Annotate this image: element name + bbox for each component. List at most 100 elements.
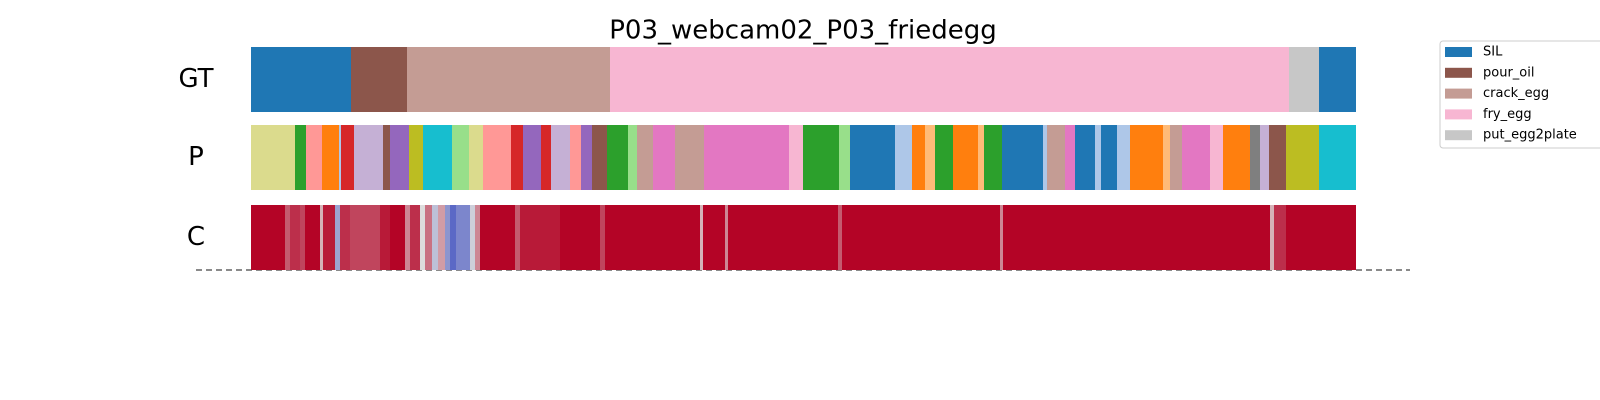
segment <box>592 125 607 190</box>
segment <box>1101 125 1117 190</box>
segment <box>895 125 912 190</box>
segment <box>1075 125 1095 190</box>
segment <box>912 125 925 190</box>
segment <box>1250 125 1260 190</box>
segment <box>953 125 978 190</box>
legend-box <box>1439 40 1600 149</box>
segment <box>1210 125 1223 190</box>
segment <box>704 125 789 190</box>
confidence-segment <box>445 205 450 270</box>
confidence-segment <box>475 205 480 270</box>
confidence-segment <box>420 205 425 270</box>
segment <box>383 125 390 190</box>
segment <box>850 125 895 190</box>
confidence-segment <box>605 205 700 270</box>
segment <box>339 125 341 190</box>
segment <box>469 125 483 190</box>
segment <box>251 47 351 112</box>
legend-swatch <box>1445 130 1472 141</box>
confidence-segment <box>432 205 438 270</box>
segment <box>1170 125 1182 190</box>
legend-swatch <box>1445 88 1472 99</box>
confidence-segment <box>305 205 320 270</box>
confidence-segment <box>560 205 600 270</box>
confidence-segment <box>251 205 285 270</box>
confidence-segment <box>456 205 470 270</box>
segment <box>1319 47 1356 112</box>
confidence-segment <box>390 205 405 270</box>
confidence-segment <box>1286 205 1356 270</box>
confidence-segment <box>410 205 420 270</box>
confidence-segment <box>838 205 842 270</box>
confidence-segment <box>350 205 380 270</box>
confidence-segment <box>335 205 340 270</box>
segment <box>1289 47 1319 112</box>
confidence-segment <box>520 205 560 270</box>
segment <box>511 125 523 190</box>
segment <box>607 125 628 190</box>
segment <box>452 125 469 190</box>
segment <box>551 125 570 190</box>
segment <box>423 125 452 190</box>
segment <box>407 47 610 112</box>
segment <box>523 125 541 190</box>
row-label: P <box>188 142 204 172</box>
confidence-segment <box>470 205 475 270</box>
legend-label: put_egg2plate <box>1483 128 1577 143</box>
segment <box>354 125 383 190</box>
segment <box>351 47 407 112</box>
confidence-segment <box>728 205 838 270</box>
segment <box>251 125 295 190</box>
segment <box>984 125 1002 190</box>
confidence-segment <box>405 205 410 270</box>
confidence-segment <box>700 205 703 270</box>
confidence-segment <box>323 205 335 270</box>
segment <box>1130 125 1163 190</box>
segment <box>935 125 953 190</box>
legend-swatch <box>1445 109 1472 120</box>
confidence-segment <box>380 205 390 270</box>
confidence-segment <box>1274 205 1286 270</box>
segment <box>306 125 322 190</box>
segment <box>839 125 850 190</box>
confidence-segment <box>290 205 300 270</box>
segment <box>1065 125 1075 190</box>
segment <box>789 125 803 190</box>
segment <box>322 125 339 190</box>
segment <box>1319 125 1356 190</box>
segment <box>1047 125 1065 190</box>
segment <box>978 125 984 190</box>
confidence-segment <box>1003 205 1270 270</box>
legend-label: fry_egg <box>1483 107 1532 122</box>
segment <box>1286 125 1319 190</box>
confidence-segment <box>450 205 456 270</box>
segment <box>295 125 306 190</box>
row-label: GT <box>178 64 213 94</box>
segment <box>610 47 1289 112</box>
segment <box>409 125 423 190</box>
row-label: C <box>187 222 205 252</box>
legend-label: crack_egg <box>1483 86 1549 101</box>
segment <box>483 125 511 190</box>
confidence-segment <box>285 205 290 270</box>
segment <box>637 125 653 190</box>
segment <box>570 125 581 190</box>
confidence-segment <box>600 205 605 270</box>
segment <box>1095 125 1101 190</box>
confidence-segment <box>842 205 1000 270</box>
confidence-segment <box>480 205 515 270</box>
confidence-segment <box>515 205 520 270</box>
segment <box>675 125 704 190</box>
confidence-segment <box>425 205 432 270</box>
segment <box>1269 125 1286 190</box>
confidence-segment <box>1270 205 1274 270</box>
segment <box>1002 125 1043 190</box>
legend-swatch <box>1445 47 1472 57</box>
confidence-segment <box>300 205 305 270</box>
chart-title: P03_webcam02_P03_friedegg <box>609 16 997 46</box>
segment <box>628 125 637 190</box>
confidence-segment <box>320 205 323 270</box>
segment <box>1117 125 1130 190</box>
segment <box>1043 125 1047 190</box>
